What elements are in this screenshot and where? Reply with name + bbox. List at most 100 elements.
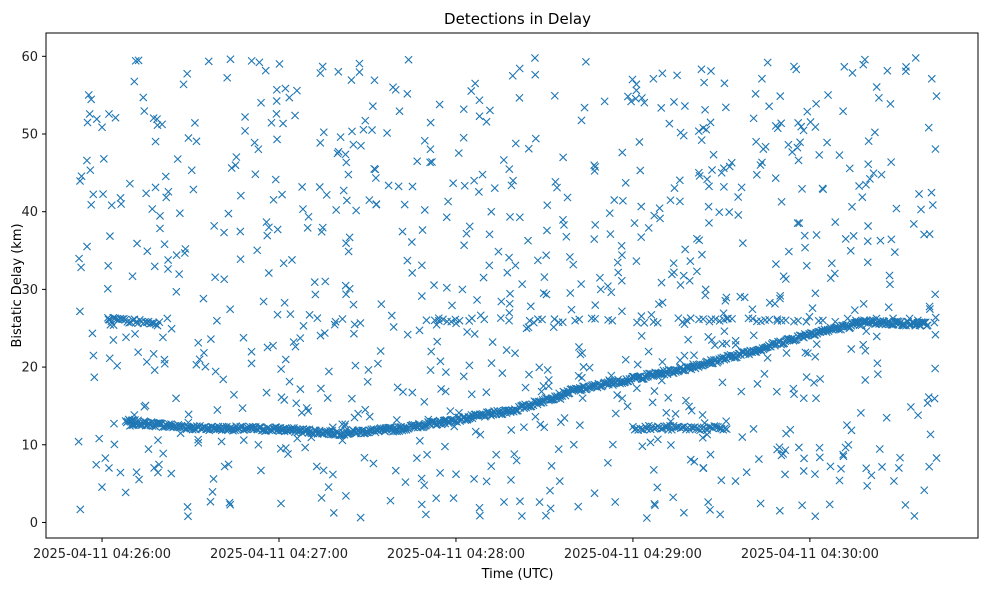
detection-marker [211, 273, 220, 282]
detection-marker [706, 450, 715, 459]
detection-marker [680, 320, 689, 329]
detection-marker [133, 239, 142, 248]
detection-marker [141, 421, 150, 430]
detection-marker [341, 491, 350, 500]
detection-marker [436, 468, 445, 477]
detection-marker [544, 375, 553, 384]
detection-marker [812, 230, 821, 239]
detection-marker [708, 166, 717, 175]
detection-marker [635, 137, 644, 146]
detection-marker [192, 360, 201, 369]
detection-marker [116, 193, 125, 202]
detection-marker [914, 411, 923, 420]
detection-marker [109, 336, 118, 344]
detection-marker [637, 312, 646, 321]
detection-marker [316, 384, 325, 393]
detection-marker [870, 128, 879, 137]
detection-marker [164, 255, 173, 264]
detection-marker [257, 98, 266, 107]
detection-marker [212, 316, 221, 325]
detection-marker [194, 435, 203, 444]
detection-marker [370, 76, 379, 85]
detection-marker [482, 117, 491, 126]
detection-marker [463, 414, 472, 423]
detection-marker [662, 408, 671, 417]
detection-marker [340, 422, 349, 431]
detection-marker [874, 93, 883, 102]
detection-marker [725, 162, 734, 171]
detection-marker [310, 278, 319, 287]
detection-marker [515, 497, 524, 506]
detection-marker [156, 224, 164, 233]
detection-marker [657, 424, 666, 433]
detection-marker [494, 247, 503, 256]
detection-marker [201, 362, 210, 371]
detection-marker [281, 84, 290, 93]
detection-marker [644, 223, 653, 232]
detection-marker [83, 118, 92, 127]
detection-marker [164, 264, 172, 273]
detection-marker [432, 320, 441, 329]
detection-marker [441, 387, 450, 396]
detection-marker [110, 419, 118, 428]
detection-marker [470, 176, 479, 185]
detection-marker [151, 183, 160, 192]
detection-marker [311, 290, 320, 299]
detection-marker [500, 497, 508, 506]
detection-marker [449, 494, 458, 503]
detection-marker [722, 425, 731, 434]
detection-marker [653, 483, 662, 492]
detection-marker [254, 145, 263, 154]
detection-marker [773, 124, 782, 133]
detection-marker [686, 455, 695, 464]
detection-marker [883, 66, 892, 75]
detection-marker [775, 443, 784, 452]
detection-marker [826, 274, 835, 283]
detection-marker [475, 503, 484, 512]
detection-marker [437, 384, 446, 393]
detection-marker [812, 99, 821, 108]
detection-marker [192, 137, 201, 146]
detection-marker [576, 350, 585, 359]
detection-marker [86, 166, 95, 175]
y-tick-label: 20 [21, 361, 38, 376]
detection-marker [203, 425, 212, 434]
detection-marker [704, 202, 713, 211]
detection-marker [485, 106, 494, 115]
detection-marker [784, 140, 793, 149]
detection-marker [541, 511, 550, 520]
detection-marker [232, 153, 241, 162]
detection-marker [630, 219, 639, 228]
detection-marker [158, 333, 167, 342]
detection-marker [618, 196, 627, 205]
detection-marker [312, 462, 321, 471]
detection-marker [426, 158, 435, 167]
detection-marker [475, 511, 484, 520]
detection-marker [496, 314, 505, 323]
detection-marker [848, 68, 857, 77]
detection-marker [887, 235, 896, 244]
detection-marker [734, 193, 743, 202]
detection-marker [359, 125, 368, 134]
detection-marker [705, 317, 714, 326]
detection-marker [101, 454, 110, 463]
detection-marker [535, 498, 544, 507]
detection-marker [719, 164, 728, 173]
detection-marker [775, 506, 784, 515]
detection-marker [550, 315, 559, 324]
detection-marker [931, 290, 940, 299]
detection-marker [591, 301, 600, 310]
detection-marker [704, 498, 713, 507]
detection-marker [776, 294, 784, 303]
detection-marker [794, 316, 803, 325]
detection-marker [703, 430, 712, 439]
detection-marker [811, 289, 820, 298]
detection-marker [339, 186, 348, 195]
detection-marker [303, 223, 312, 232]
detection-marker [373, 359, 382, 368]
detection-marker [603, 458, 612, 467]
detection-marker [187, 166, 196, 175]
detection-marker [826, 462, 835, 471]
detection-marker [426, 118, 435, 127]
detection-marker [927, 74, 936, 83]
